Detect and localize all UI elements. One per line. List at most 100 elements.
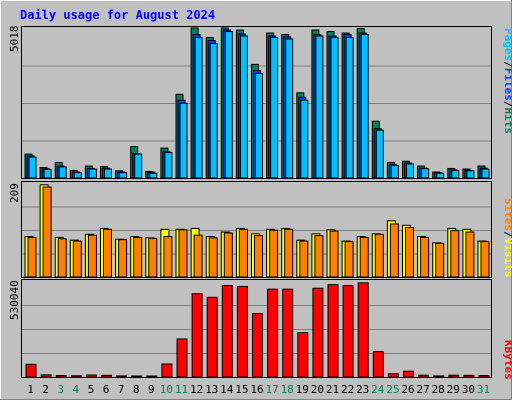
- panel-bottom-max-label: 530040: [8, 280, 21, 320]
- pages-bar-day-7: [119, 172, 128, 179]
- kbytes-bar-day-3: [55, 375, 67, 378]
- pages-bar-day-25: [390, 164, 399, 179]
- pages-bar-day-11: [179, 102, 188, 179]
- kbytes-bar-day-4: [70, 375, 82, 378]
- sites-bar-day-3: [57, 238, 67, 278]
- sites-bar-day-23: [359, 236, 369, 278]
- kbytes-bar-day-16: [252, 313, 263, 378]
- pages-bar-day-22: [345, 37, 354, 179]
- pages-bar-day-9: [149, 172, 158, 179]
- pages-bar-day-10: [164, 152, 173, 179]
- kbytes-bar-day-6: [101, 374, 112, 378]
- sites-bar-day-1: [27, 236, 37, 278]
- x-tick-label-day-7: 7: [118, 383, 125, 396]
- sites-bar-day-7: [118, 239, 128, 278]
- pages-bar-day-28: [436, 172, 445, 179]
- pages-bar-day-2: [43, 168, 52, 179]
- kbytes-bar-day-10: [161, 363, 173, 378]
- sites-bar-day-30: [465, 231, 475, 278]
- sites-bar-day-19: [299, 240, 309, 278]
- kbytes-bar-day-26: [403, 370, 414, 378]
- kbytes-bar-day-13: [206, 296, 218, 378]
- x-tick-label-day-14: 14: [220, 383, 234, 396]
- x-tick-label-day-24: 24: [371, 383, 385, 396]
- x-tick-label-day-28: 28: [432, 383, 445, 396]
- kbytes-bar-day-11: [176, 338, 188, 378]
- x-tick-label-day-12: 12: [190, 383, 203, 396]
- x-tick-label-day-23: 23: [356, 383, 369, 396]
- x-tick-label-day-5: 5: [88, 383, 95, 396]
- x-tick-label-day-18: 18: [281, 383, 294, 396]
- kbytes-bar-day-29: [448, 374, 460, 378]
- kbytes-bar-day-1: [25, 363, 37, 378]
- kbytes-bar-day-30: [463, 374, 475, 378]
- sites-bar-day-28: [435, 242, 445, 278]
- kbytes-bar-day-9: [146, 375, 158, 378]
- sites-bar-day-20: [314, 235, 324, 278]
- pages-bar-day-16: [255, 72, 263, 179]
- x-tick-label-day-20: 20: [311, 383, 324, 396]
- sites-bar-day-14: [223, 232, 233, 278]
- x-tick-label-day-29: 29: [447, 383, 460, 396]
- kbytes-bar-day-28: [433, 375, 445, 378]
- x-tick-label-day-10: 10: [160, 383, 173, 396]
- sites-bar-day-21: [329, 230, 339, 278]
- pages-bar-day-27: [421, 168, 430, 179]
- legend-entry-: /: [502, 101, 512, 108]
- x-tick-label-day-13: 13: [205, 383, 218, 396]
- kbytes-bar-day-14: [221, 285, 233, 378]
- sites-bar-day-4: [72, 240, 82, 278]
- pages-bar-day-29: [451, 170, 460, 179]
- sites-bar-day-13: [208, 237, 218, 278]
- panel-bottom-legend: KBytes: [502, 340, 512, 380]
- pages-bar-day-4: [73, 172, 82, 179]
- kbytes-bar-day-27: [418, 374, 430, 378]
- panel-middle-max-label: 209: [8, 183, 21, 203]
- pages-bar-day-24: [375, 129, 384, 179]
- kbytes-bar-day-19: [297, 332, 309, 378]
- legend-entry-: /: [502, 61, 512, 68]
- kbytes-bar-day-8: [131, 375, 143, 378]
- sites-bar-day-31: [480, 240, 490, 278]
- panel-bottom-bars: [22, 282, 491, 378]
- sites-bar-day-18: [284, 228, 294, 278]
- kbytes-bar-day-12: [191, 293, 203, 378]
- panel-top-max-label: 5018: [8, 26, 21, 53]
- legend-entry-pages: Pages: [502, 28, 512, 61]
- pages-bar-day-12: [194, 37, 203, 179]
- kbytes-bar-day-17: [267, 288, 279, 378]
- sites-bar-day-9: [148, 237, 158, 278]
- x-axis-day-labels: 1 2 3 4 5 6 7 8 9 10 11 12 13 14 15 16 17 18 19 20 21 22 23 24 2…: [27, 383, 490, 396]
- x-tick-label-day-15: 15: [235, 383, 248, 396]
- x-tick-label-day-11: 11: [175, 383, 188, 396]
- x-tick-label-day-27: 27: [416, 383, 429, 396]
- chart-title: Daily usage for August 2024: [20, 8, 215, 22]
- panel-top-bars: [22, 27, 491, 179]
- x-tick-label-day-1: 1: [27, 383, 34, 396]
- kbytes-bar-day-2: [40, 374, 52, 378]
- sites-bar-day-24: [374, 233, 384, 278]
- x-tick-label-day-2: 2: [42, 383, 49, 396]
- kbytes-bar-day-23: [357, 282, 369, 378]
- x-tick-label-day-17: 17: [265, 383, 278, 396]
- panel-kbytes: 530040 KBytes: [8, 279, 512, 380]
- sites-bar-day-5: [87, 234, 97, 278]
- kbytes-bar-day-22: [342, 285, 354, 378]
- panel-sites-visits: 209 Sites/Visits: [8, 181, 512, 278]
- pages-bar-day-6: [104, 168, 112, 179]
- legend-entry-hits: Hits: [502, 108, 512, 135]
- x-tick-label-day-30: 30: [462, 383, 475, 396]
- pages-bar-day-17: [270, 37, 279, 179]
- sites-bar-day-11: [178, 229, 188, 278]
- sites-bar-day-6: [103, 228, 112, 278]
- legend-entry-: /: [502, 231, 512, 238]
- legend-entry-visits: Visits: [502, 238, 512, 278]
- pages-bar-day-31: [481, 168, 490, 179]
- pages-bar-day-19: [300, 99, 309, 179]
- pages-bar-day-23: [360, 34, 369, 179]
- kbytes-bar-day-5: [85, 374, 97, 378]
- sites-bar-day-2: [42, 186, 52, 278]
- sites-bar-day-12: [193, 234, 203, 278]
- pages-bar-day-21: [330, 37, 339, 179]
